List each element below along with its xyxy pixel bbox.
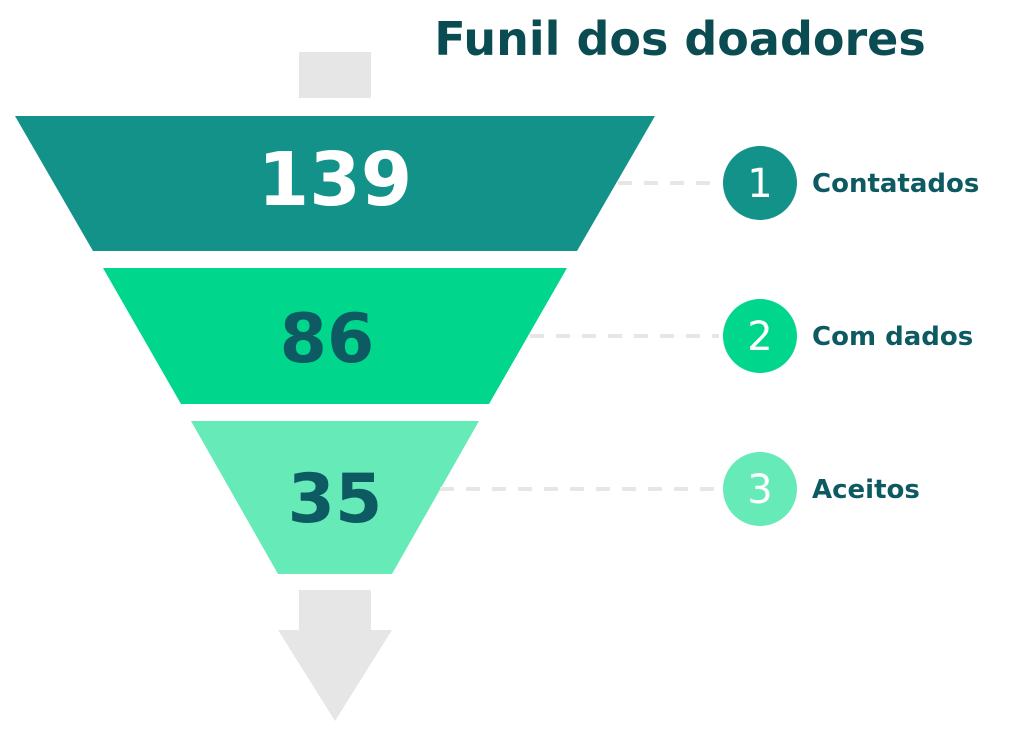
- stage-badge-number-1: 1: [747, 161, 772, 207]
- stage-value-1: 139: [258, 137, 412, 223]
- flow-arrow-shaft: [299, 590, 371, 634]
- funnel-stage-1: [15, 116, 655, 251]
- stage-badge-2: [723, 299, 797, 373]
- chart-title: Funil dos doadores: [434, 12, 925, 66]
- flow-arrow-down-icon: [278, 590, 392, 721]
- stage-badge-number-2: 2: [747, 314, 772, 360]
- funnel-stages: 139 1 Contatados 86 2 Com dados 35 3 Aceitos: [15, 116, 979, 574]
- flow-arrow-head: [278, 630, 392, 721]
- stage-label-2: Com dados: [812, 322, 973, 352]
- stage-label-3: Aceitos: [812, 475, 920, 505]
- stage-value-3: 35: [288, 460, 383, 539]
- stage-value-2: 86: [280, 300, 375, 379]
- funnel-stage-3: [191, 421, 479, 574]
- stage-badge-number-3: 3: [747, 467, 772, 513]
- funnel-stage-2: [103, 268, 567, 404]
- stage-badge-1: [723, 146, 797, 220]
- stage-badge-3: [723, 452, 797, 526]
- flow-arrow-top-stub: [299, 52, 371, 98]
- stage-label-1: Contatados: [812, 169, 979, 199]
